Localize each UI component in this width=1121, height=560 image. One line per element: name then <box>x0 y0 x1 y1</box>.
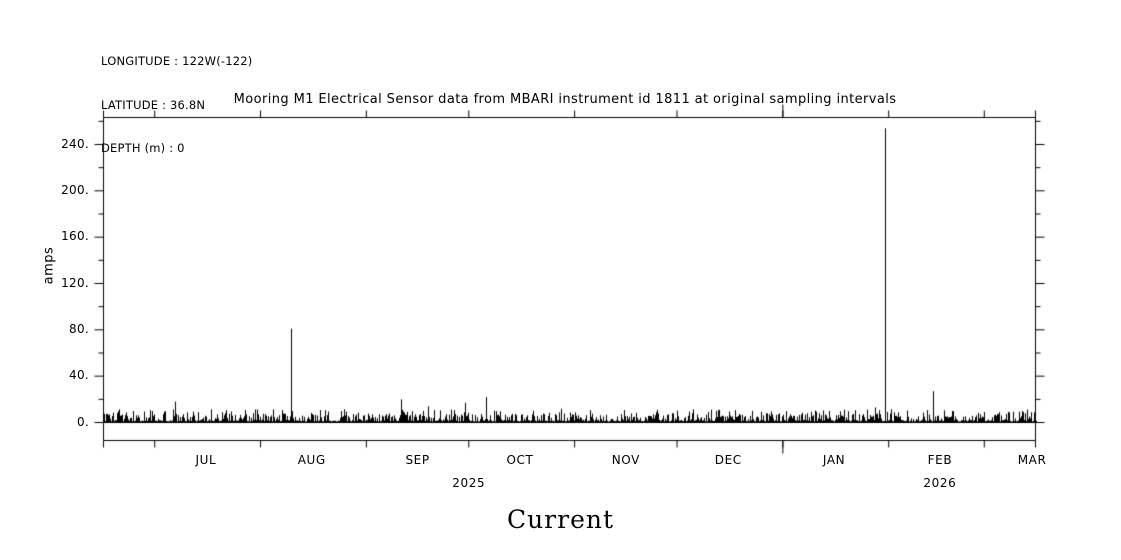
y-tick-label: 240. <box>61 136 89 151</box>
x-year-label-2026: 2026 <box>923 476 957 490</box>
x-tick-label-aug: AUG <box>297 453 326 467</box>
x-tick-label-sep: SEP <box>405 453 430 467</box>
x-tick-label-feb: FEB <box>927 453 953 467</box>
plot-footer-caption: Current <box>506 505 615 534</box>
x-tick-label-mar: MAR <box>1017 453 1047 467</box>
y-tick-label: 120. <box>61 275 89 290</box>
x-tick-label-jan: JAN <box>822 453 846 467</box>
y-tick-label: 40. <box>69 368 89 383</box>
x-tick-label-nov: NOV <box>611 453 640 467</box>
y-tick-label: 0. <box>76 414 89 429</box>
x-tick-label-dec: DEC <box>714 453 742 467</box>
x-tick-label-oct: OCT <box>506 453 534 467</box>
x-year-label-2025: 2025 <box>452 476 486 490</box>
y-tick-label: 200. <box>61 182 89 197</box>
y-axis-tick-labels: 0. 40. 80. 120. 160. 200. 240. <box>37 0 89 560</box>
y-tick-label: 160. <box>61 229 89 244</box>
x-tick-label-jul: JUL <box>195 453 217 467</box>
y-tick-label: 80. <box>69 321 89 336</box>
